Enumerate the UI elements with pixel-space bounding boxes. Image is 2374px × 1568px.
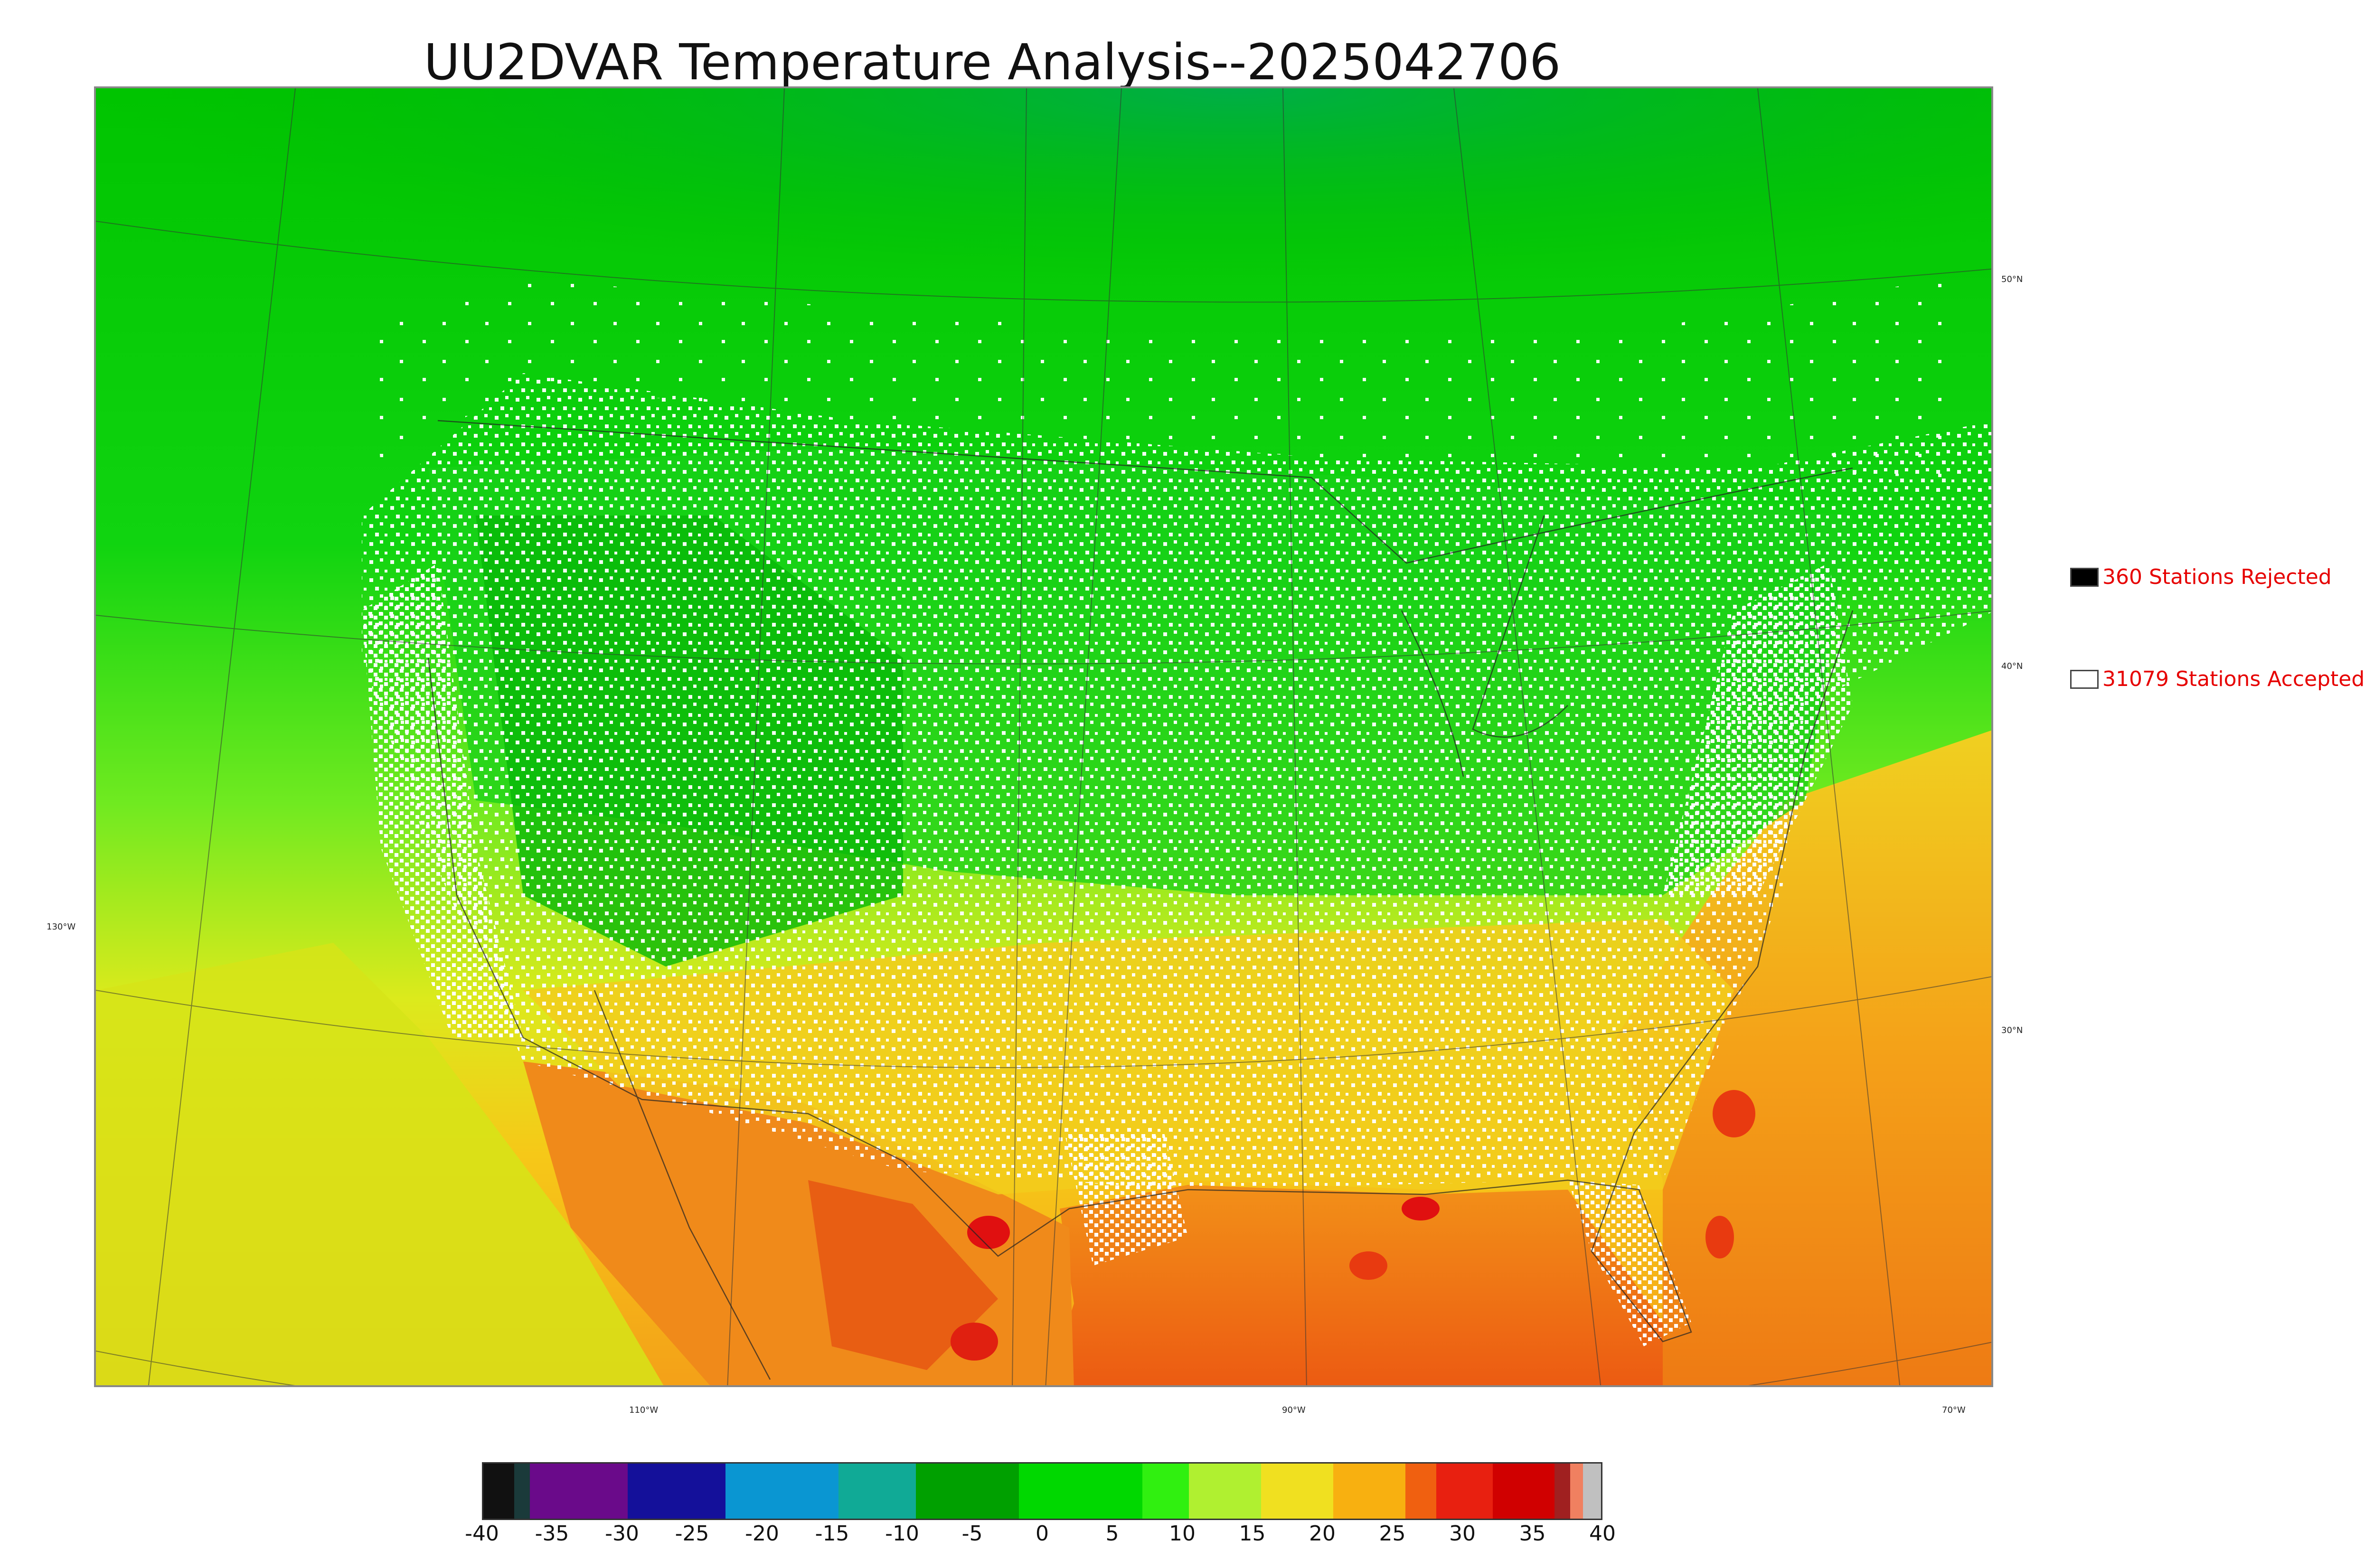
colorbar-segment — [514, 1464, 530, 1519]
colorbar-tick-label: -40 — [465, 1521, 499, 1546]
colorbar-segment — [916, 1464, 1019, 1519]
longitude-label: 90°W — [1282, 1405, 1306, 1415]
colorbar-segment — [1554, 1464, 1570, 1519]
colorbar-tick-label: -15 — [815, 1521, 849, 1546]
colorbar-segment — [1333, 1464, 1405, 1519]
political-borders — [427, 420, 1854, 1380]
colorbar-tick-label: 20 — [1309, 1521, 1336, 1546]
temperature-colorbar — [482, 1462, 1602, 1520]
accepted-swatch — [2070, 669, 2099, 689]
rejected-swatch — [2070, 567, 2099, 587]
colorbar-segment — [627, 1464, 725, 1519]
legend-rejected: 360 Stations Rejected — [2070, 565, 2332, 589]
colorbar-segment — [1405, 1464, 1436, 1519]
graticule — [96, 88, 1991, 1385]
colorbar-segment — [1570, 1464, 1583, 1519]
colorbar-tick-label: -25 — [675, 1521, 709, 1546]
latitude-label: 30°N — [2001, 1025, 2023, 1035]
colorbar-segment — [1142, 1464, 1189, 1519]
longitude-label: 70°W — [1942, 1405, 1966, 1415]
colorbar-segment — [1019, 1464, 1143, 1519]
colorbar-segment — [1261, 1464, 1333, 1519]
latitude-label: 50°N — [2001, 274, 2023, 284]
colorbar-segment — [1189, 1464, 1261, 1519]
colorbar-tick-label: 15 — [1239, 1521, 1266, 1546]
colorbar-segment — [1436, 1464, 1493, 1519]
colorbar-tick-label: -20 — [745, 1521, 779, 1546]
colorbar-tick-label: 40 — [1589, 1521, 1616, 1546]
legend-accepted: 31079 Stations Accepted — [2070, 667, 2365, 691]
rejected-label: 360 Stations Rejected — [2102, 565, 2332, 589]
colorbar-tick-label: -30 — [605, 1521, 639, 1546]
accepted-label: 31079 Stations Accepted — [2102, 667, 2365, 691]
colorbar-ticks: -40 -35 -30 -25 -20 -15 -10 -5 0 5 10 15 20 25 30 35 40 — [465, 1521, 1616, 1555]
colorbar-segment — [725, 1464, 839, 1519]
colorbar-segment — [838, 1464, 916, 1519]
colorbar-segment — [529, 1464, 628, 1519]
colorbar-tick-label: 30 — [1449, 1521, 1476, 1546]
map-title: UU2DVAR Temperature Analysis--2025042706 — [424, 33, 1561, 91]
temperature-map-canvas — [96, 88, 1991, 1385]
latitude-label: 40°N — [2001, 661, 2023, 671]
colorbar-tick-label: 10 — [1169, 1521, 1196, 1546]
colorbar-tick-label: -10 — [885, 1521, 919, 1546]
colorbar-segment — [1583, 1464, 1601, 1519]
longitude-label: 110°W — [629, 1405, 659, 1415]
colorbar-segment — [483, 1464, 515, 1519]
accepted-stations — [362, 373, 1991, 1190]
colorbar-segment — [1493, 1464, 1555, 1519]
colorbar-tick-label: 0 — [1036, 1521, 1049, 1546]
colorbar-tick-label: 5 — [1105, 1521, 1119, 1546]
colorbar-tick-label: 25 — [1379, 1521, 1406, 1546]
colorbar-tick-label: 35 — [1519, 1521, 1546, 1546]
colorbar-tick-label: -35 — [535, 1521, 569, 1546]
colorbar-tick-label: -5 — [961, 1521, 983, 1546]
temperature-map — [94, 86, 1993, 1387]
longitude-label: 130°W — [47, 922, 76, 932]
